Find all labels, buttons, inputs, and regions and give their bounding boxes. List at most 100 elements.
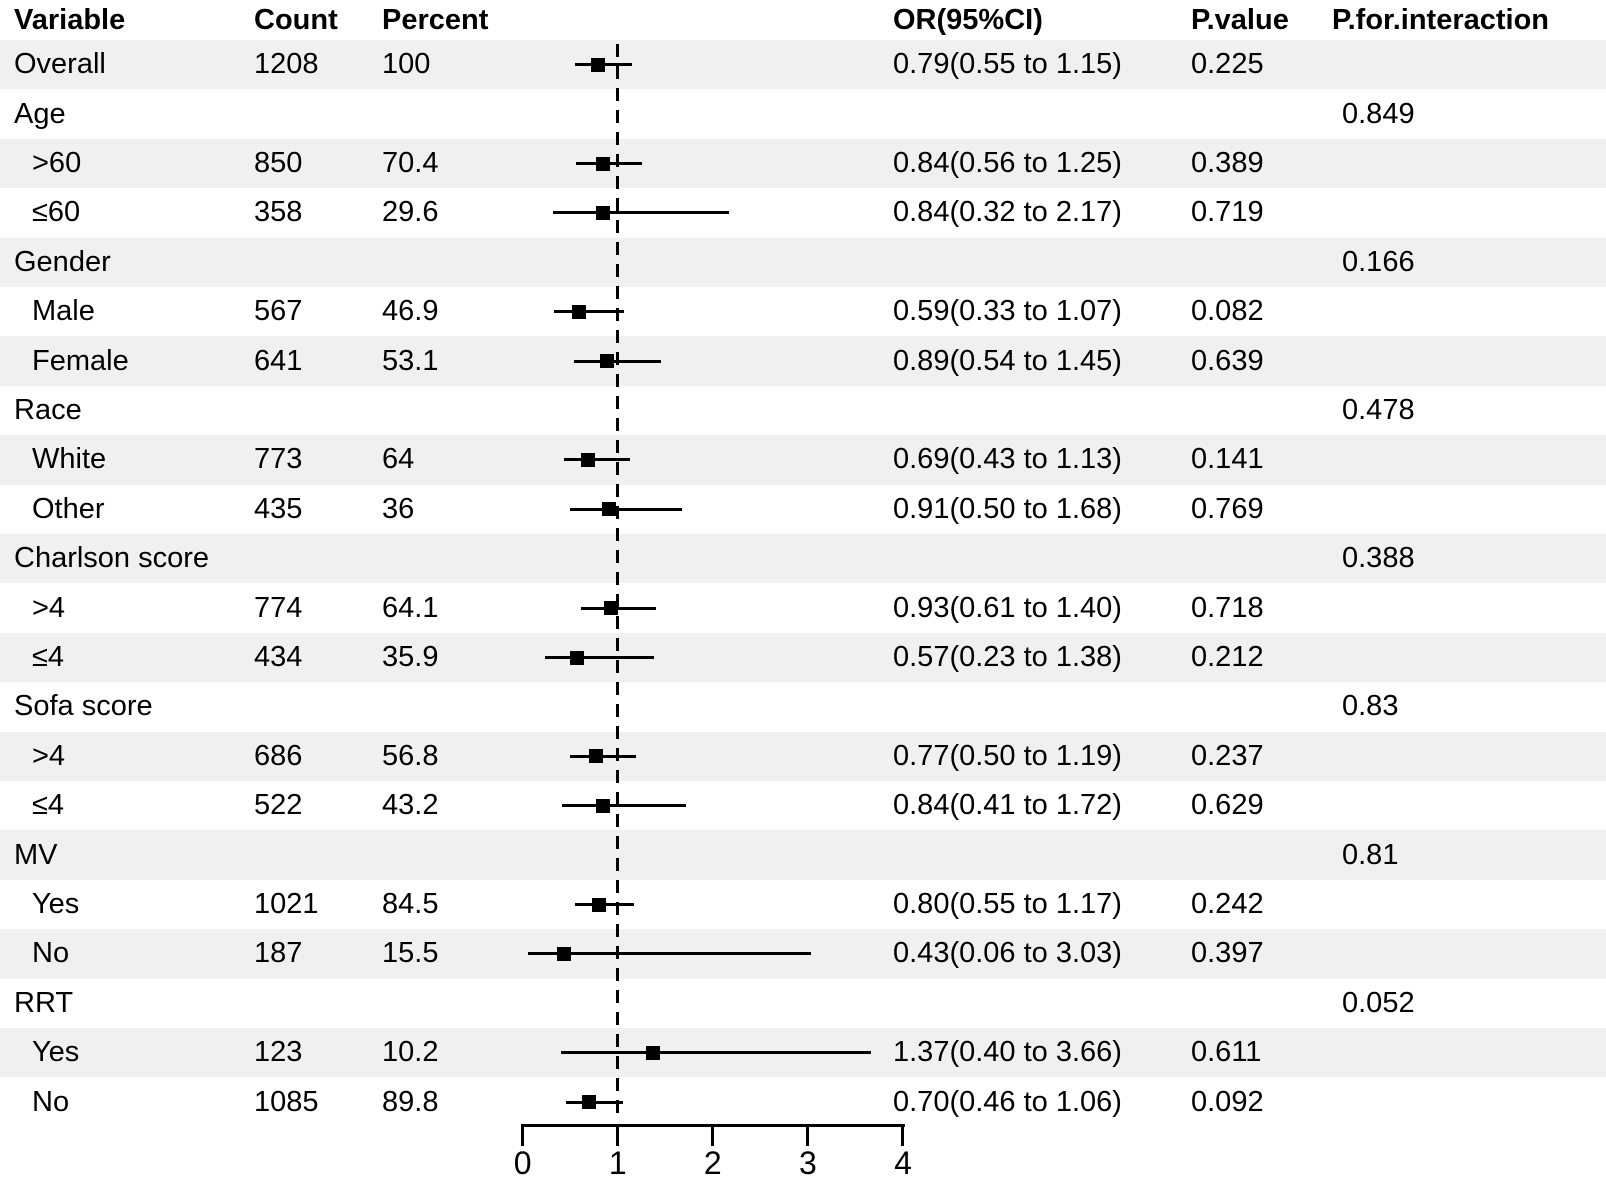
column-header-or-ci: OR(95%CI): [893, 3, 1043, 36]
ci-line: [580, 606, 656, 610]
column-header-p-interaction: P.for.interaction: [1332, 3, 1550, 36]
ci-line: [553, 211, 729, 215]
row-label: Male: [32, 295, 95, 328]
p-value-cell: 0.639: [1191, 344, 1264, 377]
point-estimate-marker: [556, 946, 571, 961]
point-estimate-marker: [645, 1045, 660, 1060]
percent-cell: 64.1: [382, 591, 439, 624]
p-value-cell: 0.769: [1191, 492, 1264, 525]
p-interaction-cell: 0.166: [1342, 245, 1415, 278]
ci-line: [570, 507, 683, 511]
percent-cell: 56.8: [382, 739, 439, 772]
p-interaction-cell: 0.388: [1342, 542, 1415, 575]
ci-line: [528, 952, 811, 956]
axis-tick-label: 2: [703, 1145, 722, 1181]
p-interaction-cell: 0.81: [1342, 838, 1399, 871]
percent-cell: 10.2: [382, 1036, 439, 1069]
percent-cell: 29.6: [382, 196, 439, 229]
p-interaction-cell: 0.849: [1342, 97, 1415, 130]
point-estimate-marker: [600, 354, 615, 369]
table-row: >60 850 70.4 0.84(0.56 to 1.25) 0.389: [0, 138, 1606, 189]
p-interaction-cell: 0.83: [1342, 690, 1399, 723]
point-estimate-marker: [588, 749, 603, 764]
table-row: Other 435 36 0.91(0.50 to 1.68) 0.769: [0, 485, 1606, 534]
row-label: No: [32, 937, 70, 970]
point-estimate-marker: [591, 897, 606, 912]
table-row: ≤4 434 35.9 0.57(0.23 to 1.38) 0.212: [0, 632, 1606, 683]
or-ci-cell: 0.59(0.33 to 1.07): [893, 295, 1122, 328]
table-row: Age 0.849: [0, 89, 1606, 138]
table-row: Sofa score 0.83: [0, 682, 1606, 731]
count-cell: 187: [254, 937, 303, 970]
p-value-cell: 0.212: [1191, 640, 1264, 673]
count-cell: 358: [254, 196, 303, 229]
axis-tick-label: 4: [894, 1145, 912, 1181]
or-ci-cell: 0.69(0.43 to 1.13): [893, 443, 1122, 476]
or-ci-cell: 0.89(0.54 to 1.45): [893, 344, 1122, 377]
row-label: Other: [32, 492, 105, 525]
percent-cell: 100: [382, 48, 431, 81]
row-label: Gender: [14, 245, 111, 278]
count-cell: 567: [254, 295, 303, 328]
axis-tick: [711, 1124, 715, 1146]
axis-tick: [901, 1124, 905, 1146]
row-label: Charlson score: [14, 542, 210, 575]
p-value-cell: 0.082: [1191, 295, 1264, 328]
or-ci-cell: 1.37(0.40 to 3.66): [893, 1036, 1122, 1069]
percent-cell: 53.1: [382, 344, 439, 377]
or-ci-cell: 0.84(0.32 to 2.17): [893, 196, 1122, 229]
axis-tick: [521, 1124, 525, 1146]
point-estimate-marker: [602, 502, 617, 517]
row-label: >4: [32, 739, 66, 772]
table-row: RRT 0.052: [0, 979, 1606, 1028]
p-value-cell: 0.389: [1191, 146, 1264, 179]
count-cell: 773: [254, 443, 303, 476]
axis-tick: [806, 1124, 810, 1146]
or-ci-cell: 0.91(0.50 to 1.68): [893, 492, 1122, 525]
or-ci-cell: 0.80(0.55 to 1.17): [893, 887, 1122, 920]
axis-tick-label: 0: [513, 1145, 532, 1181]
row-label: ≤4: [32, 789, 65, 822]
row-label: ≤4: [32, 640, 65, 673]
axis-tick-label: 1: [608, 1145, 627, 1181]
table-row: Charlson score 0.388: [0, 534, 1606, 584]
row-label: >4: [32, 591, 66, 624]
ci-line: [563, 458, 631, 462]
point-estimate-marker: [582, 1095, 597, 1110]
point-estimate-marker: [595, 798, 610, 813]
percent-cell: 36: [382, 492, 415, 525]
count-cell: 123: [254, 1036, 303, 1069]
percent-cell: 43.2: [382, 789, 439, 822]
or-ci-cell: 0.43(0.06 to 3.03): [893, 937, 1122, 970]
point-estimate-marker: [595, 156, 610, 171]
percent-cell: 64: [382, 443, 415, 476]
ci-line: [561, 804, 687, 808]
axis-tick-label: 3: [799, 1145, 817, 1181]
p-value-cell: 0.719: [1191, 196, 1264, 229]
p-value-cell: 0.225: [1191, 48, 1264, 81]
table-row: Male 567 46.9 0.59(0.33 to 1.07) 0.082: [0, 287, 1606, 336]
row-label: ≤60: [32, 196, 81, 229]
p-value-cell: 0.718: [1191, 591, 1264, 624]
percent-cell: 15.5: [382, 937, 439, 970]
p-value-cell: 0.397: [1191, 937, 1264, 970]
column-header-p-value: P.value: [1191, 3, 1289, 36]
count-cell: 1208: [254, 48, 319, 81]
p-value-cell: 0.629: [1191, 789, 1264, 822]
point-estimate-marker: [569, 650, 584, 665]
table-row: Race 0.478: [0, 386, 1606, 435]
table-row: >4 686 56.8 0.77(0.50 to 1.19) 0.237: [0, 731, 1606, 781]
or-ci-cell: 0.84(0.41 to 1.72): [893, 789, 1122, 822]
table-row: >4 774 64.1 0.93(0.61 to 1.40) 0.718: [0, 583, 1606, 632]
count-cell: 522: [254, 789, 303, 822]
reference-line: [616, 44, 619, 1116]
or-ci-cell: 0.79(0.55 to 1.15): [893, 48, 1122, 81]
or-ci-cell: 0.77(0.50 to 1.19): [893, 739, 1122, 772]
point-estimate-marker: [590, 57, 605, 72]
count-cell: 434: [254, 640, 303, 673]
percent-cell: 35.9: [382, 640, 439, 673]
count-cell: 435: [254, 492, 303, 525]
table-row: No 1085 89.8 0.70(0.46 to 1.06) 0.092: [0, 1077, 1606, 1126]
column-header-variable: Variable: [14, 3, 126, 36]
